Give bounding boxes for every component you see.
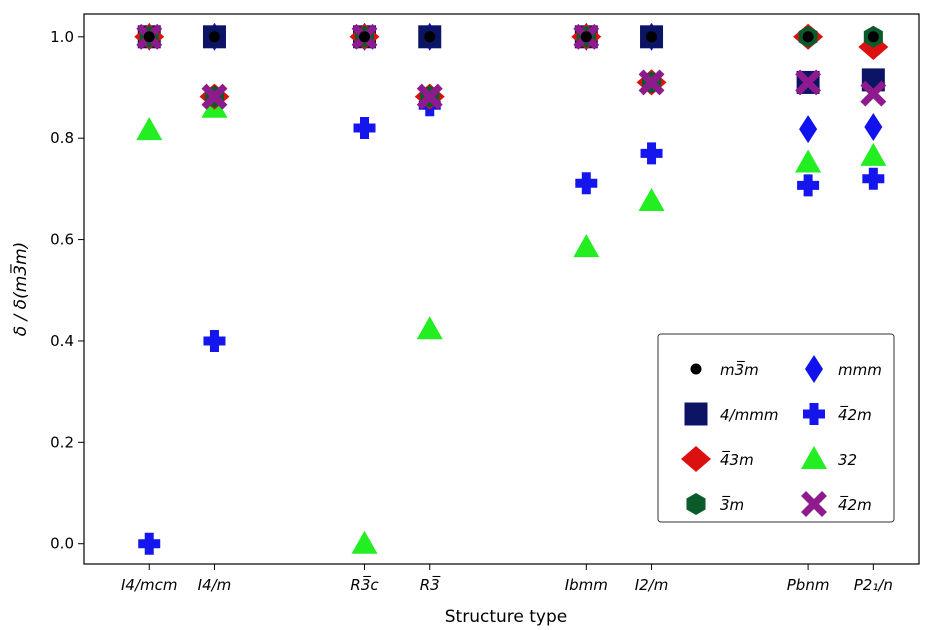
y-tick-label: 0.8 bbox=[50, 129, 74, 147]
point-triangle-5 bbox=[638, 188, 665, 212]
point-triangle-7 bbox=[860, 142, 887, 166]
legend-marker-hexagon bbox=[686, 493, 706, 515]
point-circle-4 bbox=[580, 31, 592, 43]
legend-marker-circle bbox=[690, 363, 702, 375]
point-x-5 bbox=[638, 69, 665, 96]
x-axis: I4/mcm I4/m R3̅c R3̅ Ibmm I2/m Pbnm P2₁/n bbox=[121, 564, 893, 594]
point-circle-3 bbox=[424, 31, 436, 43]
plot-frame bbox=[83, 13, 920, 565]
point-x-6-stroke-b bbox=[795, 69, 822, 96]
y-tick-label: 0.0 bbox=[50, 535, 74, 553]
point-x-1-stroke-b bbox=[201, 83, 228, 110]
point-triangle-6 bbox=[795, 149, 822, 173]
legend-label: mmm bbox=[838, 361, 882, 379]
point-x-1 bbox=[201, 83, 228, 110]
legend-marker-diamond-wide bbox=[681, 446, 711, 472]
point-plus-0 bbox=[138, 532, 161, 555]
point-diamond-thin-6 bbox=[799, 115, 818, 144]
y-tick-label: 1.0 bbox=[50, 28, 74, 46]
point-x-7 bbox=[860, 80, 887, 107]
point-plus-6 bbox=[797, 174, 820, 197]
point-circle-0 bbox=[143, 31, 155, 43]
y-tick-label: 0.2 bbox=[50, 433, 74, 451]
point-circle-5 bbox=[646, 31, 658, 43]
x-tick-label: R3̅c bbox=[350, 575, 379, 594]
y-tick-label: 0.4 bbox=[50, 332, 74, 350]
y-axis-title: δ / δ(m3̅m) bbox=[9, 242, 31, 337]
x-tick-label: Pbnm bbox=[787, 576, 830, 594]
legend-label: 32 bbox=[838, 451, 857, 469]
point-triangle-0 bbox=[136, 117, 163, 141]
legend-marker-diamond-thin bbox=[805, 355, 823, 383]
legend-frame bbox=[657, 333, 895, 523]
legend-label: m3̅m bbox=[720, 360, 759, 379]
point-plus-2 bbox=[353, 117, 376, 140]
x-tick-label: I4/m bbox=[198, 576, 232, 594]
point-triangle-4 bbox=[573, 234, 600, 258]
point-circle-1 bbox=[208, 31, 220, 43]
point-x-3-stroke-b bbox=[416, 83, 443, 110]
x-tick-label: I2/m bbox=[635, 576, 669, 594]
point-x-5-stroke-b bbox=[638, 69, 665, 96]
legend-label: 4̅2m bbox=[838, 495, 872, 514]
legend-marker-plus bbox=[803, 403, 825, 425]
point-circle-7 bbox=[867, 31, 879, 43]
x-tick-label: P2₁/n bbox=[854, 576, 893, 594]
point-triangle-3 bbox=[416, 316, 443, 340]
point-plus-5 bbox=[640, 142, 663, 165]
point-x-6 bbox=[795, 69, 822, 96]
data-markers bbox=[134, 22, 889, 555]
point-diamond-thin-7 bbox=[864, 113, 883, 142]
legend-label: 4/mmm bbox=[720, 406, 778, 424]
point-plus-1 bbox=[203, 329, 226, 352]
point-triangle-2 bbox=[351, 530, 378, 554]
legend-marker-triangle bbox=[801, 446, 827, 469]
point-x-3 bbox=[416, 83, 443, 110]
x-tick-label: Ibmm bbox=[565, 576, 608, 594]
point-circle-2 bbox=[359, 31, 371, 43]
legend-marker-x-stroke-b bbox=[801, 491, 827, 517]
point-circle-6 bbox=[802, 31, 814, 43]
legend: m3̅m mmm 4/mmm 4̅2m 4̅3m 32 3̅m 4̅2m bbox=[657, 333, 895, 523]
legend-label: 4̅3m bbox=[720, 450, 754, 469]
point-x-7-stroke-b bbox=[860, 80, 887, 107]
point-plus-7 bbox=[862, 167, 885, 190]
legend-marker-x bbox=[801, 491, 827, 517]
y-tick-label: 0.6 bbox=[50, 231, 74, 249]
point-plus-4 bbox=[575, 172, 598, 195]
x-tick-label: I4/mcm bbox=[121, 576, 178, 594]
x-axis-title: Structure type bbox=[445, 607, 567, 627]
x-tick-label: R3̅ bbox=[420, 575, 441, 594]
legend-label: 4̅2m bbox=[838, 405, 872, 424]
legend-label: 3̅m bbox=[720, 495, 744, 514]
y-axis: 0.0 0.2 0.4 0.6 0.8 1.0 bbox=[50, 28, 84, 553]
legend-marker-square bbox=[684, 402, 708, 426]
